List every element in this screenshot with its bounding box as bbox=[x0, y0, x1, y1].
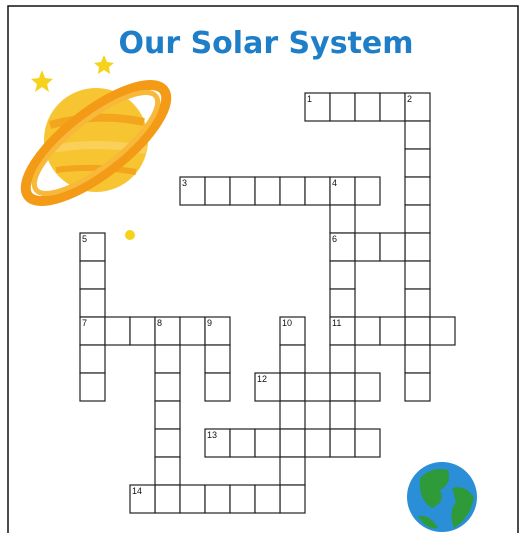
grid-cell bbox=[305, 429, 330, 457]
grid-cell bbox=[330, 261, 355, 289]
grid-cell bbox=[155, 401, 180, 429]
grid-cell bbox=[205, 345, 230, 373]
grid-cell bbox=[405, 373, 430, 401]
grid-cell bbox=[355, 373, 380, 401]
clue-number: 2 bbox=[407, 94, 412, 104]
title: Our Solar System bbox=[118, 26, 413, 61]
grid-cell bbox=[180, 485, 205, 513]
grid-cell bbox=[405, 205, 430, 233]
grid-cell bbox=[180, 317, 205, 345]
crossword-page: Our Solar System 1234567891011121314 bbox=[0, 0, 525, 533]
grid-cell bbox=[380, 233, 405, 261]
grid-cell bbox=[230, 177, 255, 205]
grid-cell bbox=[305, 373, 330, 401]
clue-number: 8 bbox=[157, 318, 162, 328]
grid-cell bbox=[130, 317, 155, 345]
grid-cell bbox=[405, 177, 430, 205]
grid-cell bbox=[405, 317, 430, 345]
clue-number: 7 bbox=[82, 318, 87, 328]
clue-number: 10 bbox=[282, 318, 292, 328]
grid-cell bbox=[405, 149, 430, 177]
clue-number: 1 bbox=[307, 94, 312, 104]
grid-cell bbox=[255, 429, 280, 457]
clue-number: 6 bbox=[332, 234, 337, 244]
grid-cell bbox=[330, 205, 355, 233]
grid-cell bbox=[355, 233, 380, 261]
grid-cell bbox=[205, 373, 230, 401]
grid-cell bbox=[280, 177, 305, 205]
grid-cell bbox=[80, 261, 105, 289]
grid-cell bbox=[280, 401, 305, 429]
grid-cell bbox=[330, 93, 355, 121]
grid-cell bbox=[305, 177, 330, 205]
grid-cell bbox=[280, 429, 305, 457]
grid-cell bbox=[80, 345, 105, 373]
clue-number: 5 bbox=[82, 234, 87, 244]
grid-cell bbox=[280, 485, 305, 513]
grid-cell bbox=[80, 289, 105, 317]
grid-cell bbox=[230, 485, 255, 513]
grid-cell bbox=[155, 457, 180, 485]
grid-cell bbox=[405, 289, 430, 317]
clue-number: 13 bbox=[207, 430, 217, 440]
grid-cell bbox=[405, 121, 430, 149]
grid-cell bbox=[205, 485, 230, 513]
grid-cell bbox=[155, 345, 180, 373]
grid-cell bbox=[155, 373, 180, 401]
grid-cell bbox=[330, 373, 355, 401]
grid-cell bbox=[155, 429, 180, 457]
grid-cell bbox=[330, 345, 355, 373]
grid-cell bbox=[405, 345, 430, 373]
grid-cell bbox=[280, 373, 305, 401]
grid-cell bbox=[405, 233, 430, 261]
grid-cell bbox=[205, 177, 230, 205]
grid-cell bbox=[330, 429, 355, 457]
saturn bbox=[10, 66, 182, 219]
earth bbox=[407, 462, 477, 532]
grid-cell bbox=[430, 317, 455, 345]
clue-number: 4 bbox=[332, 178, 337, 188]
clue-number: 12 bbox=[257, 374, 267, 384]
grid-cell bbox=[380, 317, 405, 345]
grid-cell bbox=[155, 485, 180, 513]
grid-cell bbox=[280, 345, 305, 373]
grid-cell bbox=[405, 261, 430, 289]
grid-cell bbox=[380, 93, 405, 121]
grid-cell bbox=[330, 289, 355, 317]
clue-number: 14 bbox=[132, 486, 142, 496]
grid-cell bbox=[355, 93, 380, 121]
grid-cell bbox=[355, 429, 380, 457]
grid-cell bbox=[355, 177, 380, 205]
clue-number: 9 bbox=[207, 318, 212, 328]
grid-cell bbox=[330, 401, 355, 429]
grid-cell bbox=[80, 373, 105, 401]
grid-cell bbox=[280, 457, 305, 485]
grid-cell bbox=[255, 177, 280, 205]
clue-number: 3 bbox=[182, 178, 187, 188]
grid-cell bbox=[105, 317, 130, 345]
grid-cell bbox=[355, 317, 380, 345]
clue-number: 11 bbox=[332, 318, 341, 328]
grid-cell bbox=[230, 429, 255, 457]
grid-cell bbox=[255, 485, 280, 513]
